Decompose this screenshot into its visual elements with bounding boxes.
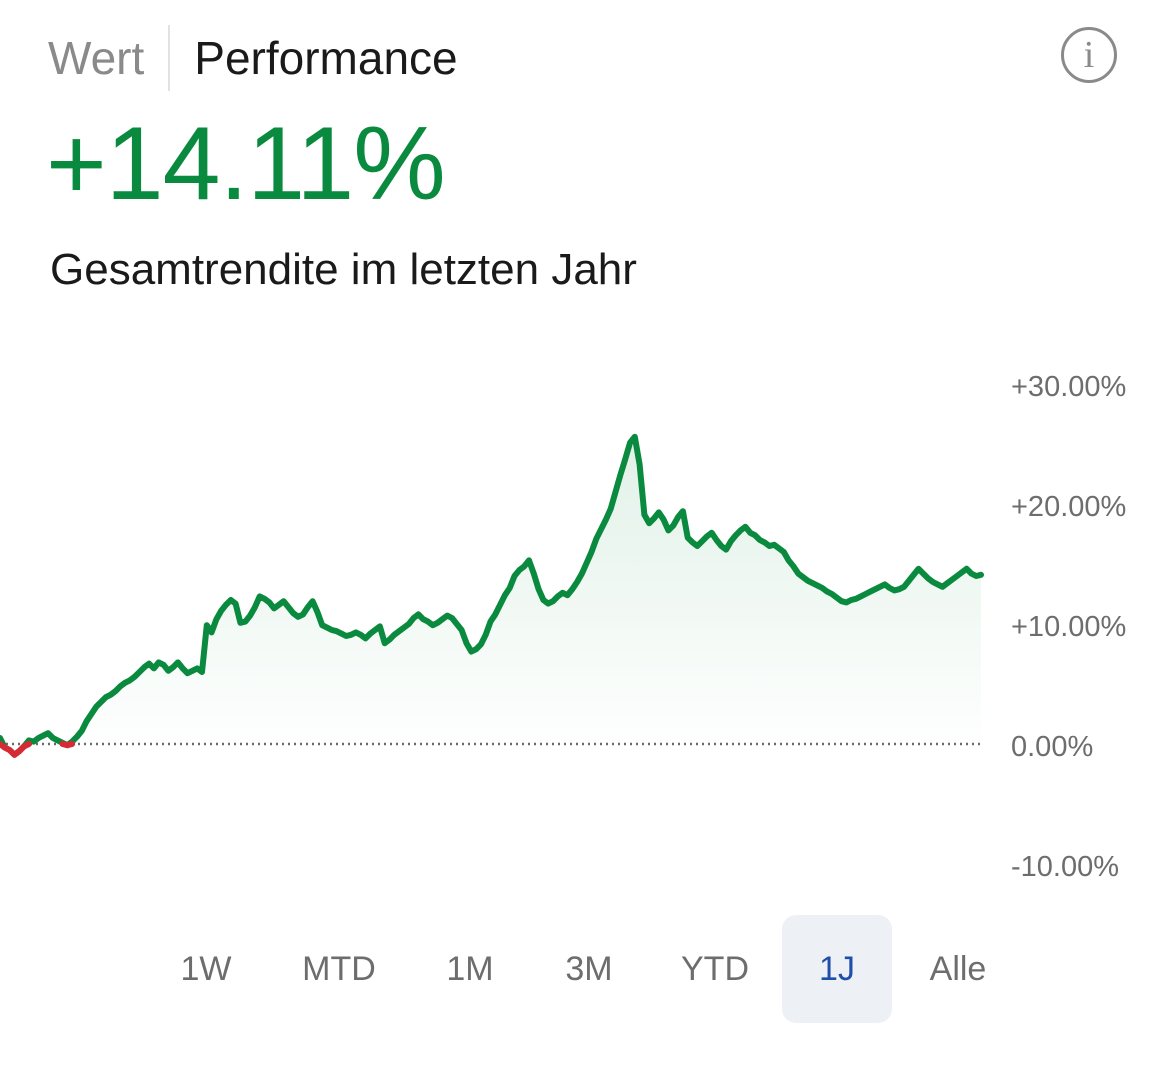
series-line — [0, 433, 984, 758]
performance-chart: +30.00% +20.00% +10.00% 0.00% -10.00% — [0, 371, 1126, 883]
range-button-1w[interactable]: 1W — [180, 949, 232, 988]
info-icon: i — [1083, 34, 1095, 76]
performance-caption: Gesamtrendite im letzten Jahr — [50, 245, 637, 294]
range-button-alle[interactable]: Alle — [929, 949, 987, 988]
performance-value: +14.11% — [46, 106, 446, 222]
range-button-1m[interactable]: 1M — [446, 949, 494, 988]
view-tabs: Wert Performance — [48, 24, 458, 92]
series-line-negative — [0, 741, 76, 758]
range-button-ytd[interactable]: YTD — [681, 949, 749, 988]
y-tick-label: 0.00% — [1011, 731, 1093, 763]
info-button[interactable]: i — [1061, 27, 1117, 83]
y-tick-label: -10.00% — [1011, 851, 1119, 883]
tab-wert[interactable]: Wert — [48, 32, 145, 84]
y-tick-label: +20.00% — [1011, 491, 1126, 523]
y-tick-label: +30.00% — [1011, 371, 1126, 403]
tab-divider — [168, 25, 171, 91]
y-tick-label: +10.00% — [1011, 611, 1126, 643]
range-button-mtd[interactable]: MTD — [302, 949, 376, 988]
range-button-3m[interactable]: 3M — [565, 949, 613, 988]
area-fill — [0, 436, 981, 755]
tab-performance[interactable]: Performance — [194, 32, 458, 84]
range-button-1j[interactable]: 1J — [782, 915, 892, 1023]
time-range-selector: 1W MTD 1M 3M YTD 1J Alle — [0, 915, 1170, 1025]
